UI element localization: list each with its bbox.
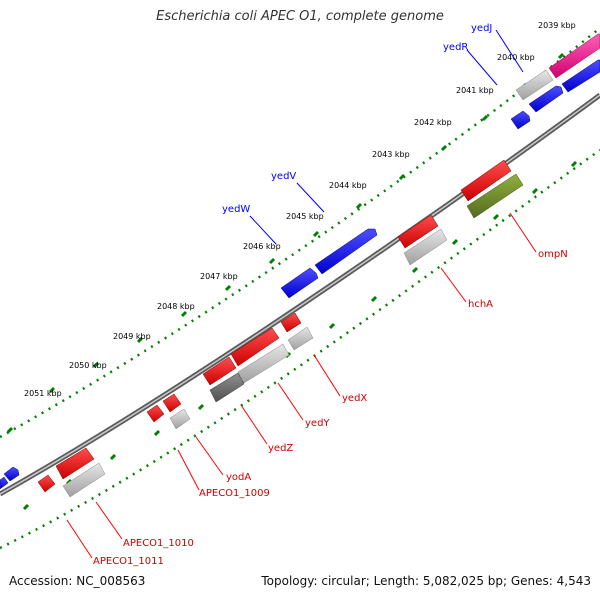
leader-yedZ	[240, 404, 268, 445]
gene-label-yedY[interactable]: yedY	[305, 418, 330, 429]
gene-edge-blue-arrow	[3, 466, 20, 482]
tick-label: 2044 kbp	[329, 181, 367, 190]
feature-gray-yedX	[287, 326, 314, 351]
gene-label-yedX[interactable]: yedX	[342, 393, 367, 404]
gene-label-APECO1_1009[interactable]: APECO1_1009	[199, 488, 270, 499]
gene-label-hchA[interactable]: hchA	[468, 299, 493, 310]
tick-label: 2041 kbp	[456, 86, 494, 95]
feature-gray-yodA	[169, 408, 191, 430]
gene-label-yodA[interactable]: yodA	[226, 472, 251, 483]
gene-yedR-arrow	[528, 85, 564, 113]
gene-label-ompN[interactable]: ompN	[538, 249, 568, 260]
tick-label: 2051 kbp	[24, 389, 62, 398]
gene-APECO1_1010-arrow	[55, 447, 95, 480]
leader-APECO1_1010	[95, 501, 123, 540]
feature-gray-yedY	[237, 343, 290, 384]
inner-features	[62, 173, 524, 498]
gene-label-APECO1_1010[interactable]: APECO1_1010	[123, 538, 194, 549]
gene-label-APECO1_1011[interactable]: APECO1_1011	[93, 556, 164, 567]
tick-label: 2048 kbp	[157, 302, 195, 311]
tick-label: 2043 kbp	[372, 150, 410, 159]
gene-APECO1_1009-arrow	[146, 404, 165, 423]
leader-yedY	[277, 382, 304, 421]
leader-yedW	[249, 215, 277, 245]
gene-APECO1_1011-arrow	[37, 474, 56, 493]
gene-yedV-arrow	[314, 228, 378, 275]
tick-label: 2049 kbp	[113, 332, 151, 341]
leader-yedX	[313, 354, 341, 397]
leader-hchA	[440, 267, 467, 303]
gene-label-yedJ[interactable]: yedJ	[471, 23, 492, 34]
leader-APECO1_1009	[177, 449, 200, 491]
tick-label: 2045 kbp	[286, 212, 324, 221]
leader-yedR	[466, 49, 498, 86]
gene-labels: yedJ yedR yedV yedW ompN hchA yedX yedY …	[93, 23, 568, 567]
feature-dark-yedZ	[209, 372, 245, 403]
feature-gray-hchA	[403, 228, 448, 266]
leader-lines	[66, 29, 537, 559]
leader-APECO1_1011	[66, 519, 93, 559]
gene-yedZ-arrow	[202, 356, 237, 386]
leader-yedV	[296, 182, 325, 213]
topology-text: Topology: circular; Length: 5,082,025 bp…	[261, 574, 591, 588]
leader-yodA	[195, 436, 224, 476]
feature-olive	[466, 173, 524, 219]
tick-label: 2047 kbp	[200, 272, 238, 281]
gene-yedX-arrow	[280, 312, 302, 333]
gene-small-blue-arrow	[510, 110, 531, 130]
reverse-genes	[37, 159, 512, 493]
gene-yodA-arrow	[162, 393, 182, 413]
leader-ompN	[509, 212, 537, 253]
gene-label-yedW[interactable]: yedW	[222, 204, 250, 215]
gene-yedW-arrow	[280, 267, 319, 299]
tick-labels: 2039 kbp 2040 kbp 2041 kbp 2042 kbp 2043…	[24, 21, 576, 398]
map-title: Escherichia coli APEC O1, complete genom…	[156, 9, 444, 24]
gene-hchA-arrow	[397, 214, 439, 249]
gene-ompN-arrow	[460, 159, 512, 202]
gene-label-yedV[interactable]: yedV	[271, 171, 296, 182]
gene-label-yedZ[interactable]: yedZ	[268, 443, 293, 454]
tick-label: 2042 kbp	[414, 118, 452, 127]
tick-label: 2050 kbp	[69, 361, 107, 370]
outer-tick-ring	[0, 27, 600, 439]
feature-gray-1010	[62, 462, 106, 498]
tick-label: 2040 kbp	[497, 53, 535, 62]
gene-yedJ-arrow	[561, 59, 600, 93]
backbone-outer	[0, 92, 600, 497]
gene-yedY-arrow	[230, 327, 280, 367]
feature-gray	[515, 69, 554, 101]
forward-genes	[0, 59, 600, 490]
inner-tick-ring	[0, 148, 600, 550]
gene-edge-blue-arrow-2	[0, 476, 9, 490]
backbone-inner	[0, 94, 600, 495]
tick-label: 2039 kbp	[538, 21, 576, 30]
gene-label-yedR[interactable]: yedR	[443, 42, 468, 53]
outer-major-ticks	[6, 52, 565, 434]
leader-yedJ	[495, 29, 524, 73]
tick-label: 2046 kbp	[243, 242, 281, 251]
accession-text: Accession: NC_008563	[9, 574, 146, 588]
feature-pink	[548, 33, 600, 79]
